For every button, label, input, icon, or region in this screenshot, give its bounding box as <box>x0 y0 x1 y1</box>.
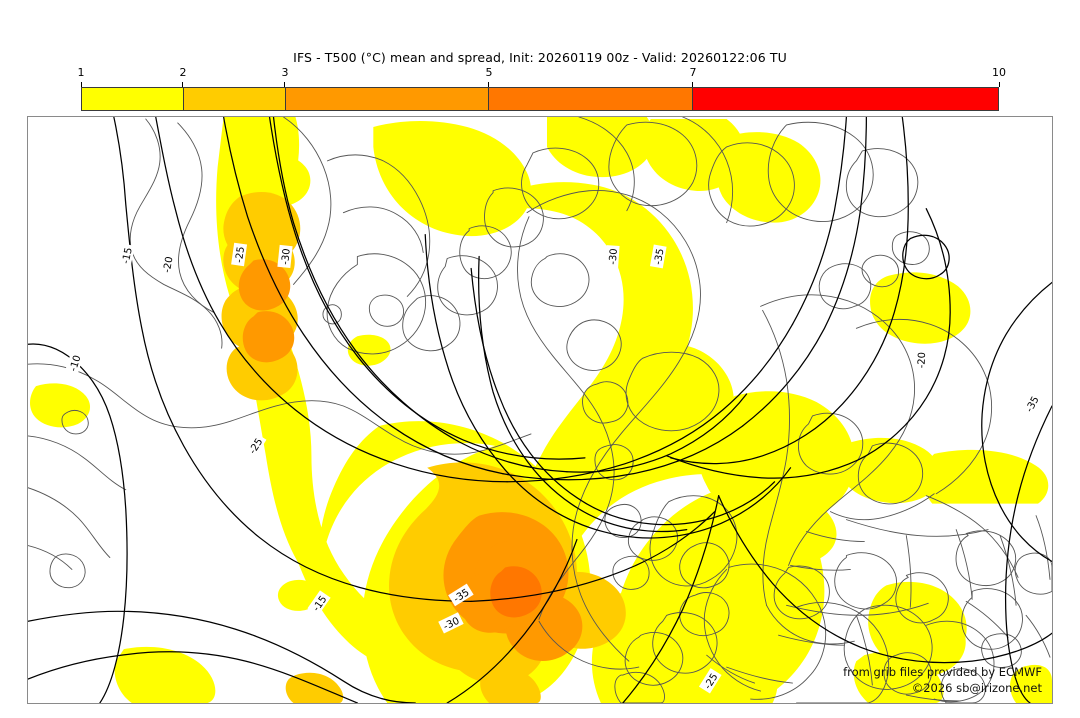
colorbar-gradient <box>81 87 999 111</box>
svg-text:-30: -30 <box>608 248 620 265</box>
colorbar-tick-3: 3 <box>281 66 289 79</box>
colorbar-segment-2-3 <box>183 88 286 110</box>
colorbar-tickmark-10 <box>998 82 1000 87</box>
colorbar-tickmark-5 <box>488 82 490 87</box>
colorbar-segment-1-2 <box>82 88 184 110</box>
colorbar-tick-5: 5 <box>485 66 493 79</box>
coastline-layer <box>28 117 1052 703</box>
colorbar-tickmark-1 <box>80 82 82 87</box>
svg-text:-15: -15 <box>121 247 135 265</box>
colorbar-segment-7-10 <box>692 88 998 110</box>
colorbar-segment-5-7 <box>489 88 693 110</box>
colorbar-segment-3-5 <box>285 88 490 110</box>
svg-text:-25: -25 <box>234 246 247 264</box>
colorbar-tick-axis: 1 2 3 5 7 10 <box>77 66 1006 87</box>
svg-text:-35: -35 <box>653 248 667 266</box>
colorbar-tick-1: 1 <box>77 66 85 79</box>
colorbar-tickmark-7 <box>692 82 694 87</box>
colorbar-tickmark-2 <box>182 82 184 87</box>
colorbar-tick-7: 7 <box>689 66 697 79</box>
colorbar <box>81 87 999 111</box>
svg-text:-20: -20 <box>162 256 176 274</box>
colorbar-tick-2: 2 <box>179 66 187 79</box>
colorbar-tick-10: 10 <box>992 66 1006 79</box>
page-title: IFS - T500 (°C) mean and spread, Init: 2… <box>293 50 787 65</box>
svg-text:-30: -30 <box>280 248 293 265</box>
svg-text:-20: -20 <box>916 352 928 369</box>
contour-layer <box>28 117 1052 703</box>
svg-text:-10: -10 <box>68 354 84 373</box>
colorbar-tickmark-3 <box>284 82 286 87</box>
map-panel: -10 -15 -20 -25 <box>27 116 1053 704</box>
map-canvas: -10 -15 -20 -25 <box>28 117 1052 703</box>
